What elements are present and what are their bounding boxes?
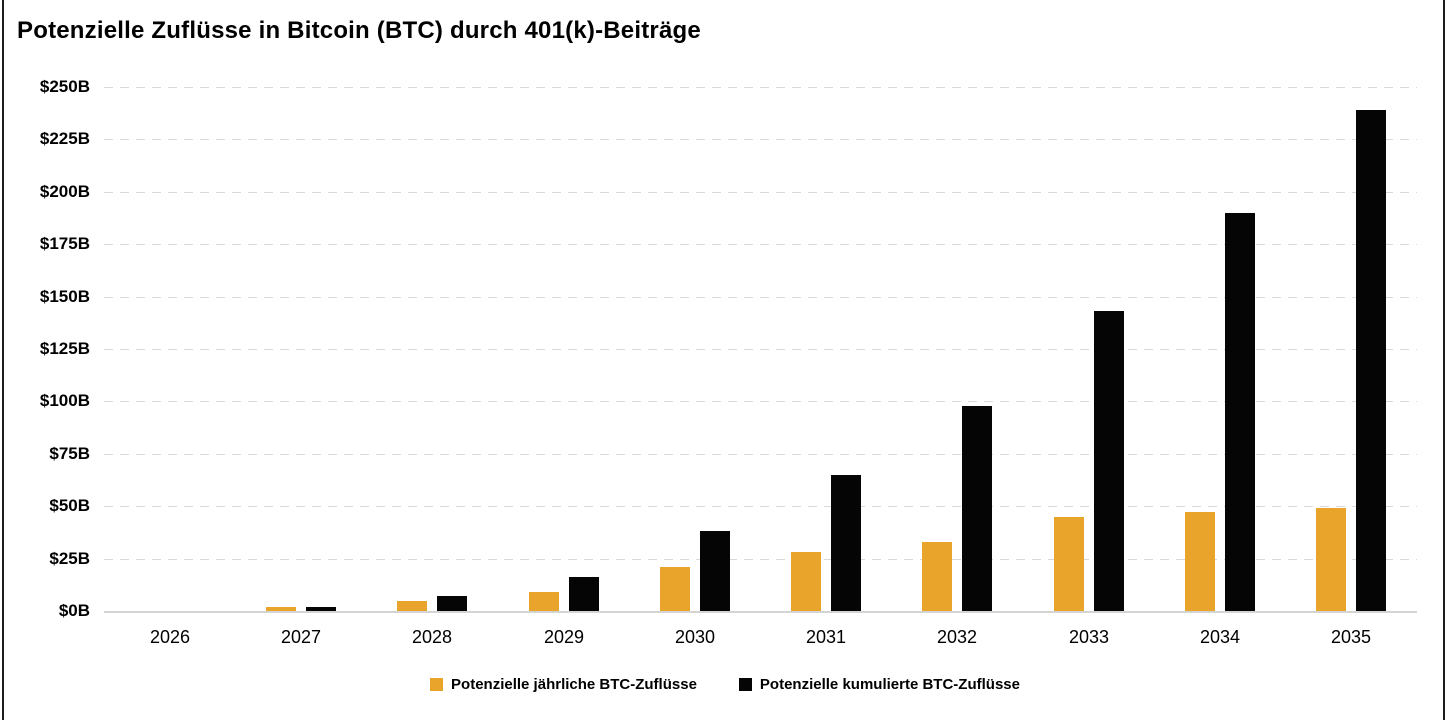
gridline-$125B xyxy=(104,349,1417,350)
legend: Potenzielle jährliche BTC-Zuflüsse Poten… xyxy=(0,676,1450,693)
y-axis-tick-label: $200B xyxy=(39,182,90,201)
x-axis-tick-label: 2030 xyxy=(674,627,716,647)
bar-annual-2028 xyxy=(397,601,427,611)
right-frame-border xyxy=(1443,0,1445,720)
gridline-$225B xyxy=(104,139,1417,140)
bar-cumulative-2033 xyxy=(1094,311,1124,611)
y-axis-tick-label: $100B xyxy=(39,391,90,410)
gridline-$250B xyxy=(104,87,1417,88)
bar-cumulative-2027 xyxy=(306,607,336,611)
bar-cumulative-2030 xyxy=(700,531,730,611)
x-axis-tick-label: 2029 xyxy=(543,627,585,647)
bar-annual-2033 xyxy=(1054,517,1084,611)
y-axis-tick-label: $250B xyxy=(39,77,90,96)
bar-cumulative-2034 xyxy=(1225,213,1255,611)
legend-item-annual: Potenzielle jährliche BTC-Zuflüsse xyxy=(430,676,697,693)
bar-cumulative-2035 xyxy=(1356,110,1386,611)
bar-cumulative-2031 xyxy=(831,475,861,611)
x-axis-tick-label: 2031 xyxy=(805,627,847,647)
y-axis-tick-label: $50B xyxy=(49,496,90,515)
gridline-$75B xyxy=(104,454,1417,455)
x-axis-tick-label: 2034 xyxy=(1199,627,1241,647)
bar-annual-2032 xyxy=(922,542,952,611)
bar-annual-2029 xyxy=(529,592,559,611)
left-frame-border xyxy=(2,0,4,720)
gridline-$25B xyxy=(104,559,1417,560)
gridline-$50B xyxy=(104,506,1417,507)
y-axis-tick-label: $125B xyxy=(39,339,90,358)
y-axis-tick-label: $175B xyxy=(39,234,90,253)
legend-label-annual: Potenzielle jährliche BTC-Zuflüsse xyxy=(451,676,697,693)
bar-annual-2035 xyxy=(1316,508,1346,611)
legend-swatch-annual-icon xyxy=(430,678,444,691)
legend-label-cumulative: Potenzielle kumulierte BTC-Zuflüsse xyxy=(759,676,1020,693)
x-axis-tick-label: 2026 xyxy=(149,627,191,647)
gridline-$100B xyxy=(104,401,1417,402)
y-axis-tick-label: $150B xyxy=(39,287,90,306)
bar-annual-2027 xyxy=(266,607,296,611)
legend-swatch-cumulative-icon xyxy=(738,678,752,691)
y-axis-tick-label: $25B xyxy=(49,549,90,568)
gridline-$150B xyxy=(104,297,1417,298)
x-axis-tick-label: 2032 xyxy=(936,627,978,647)
bar-cumulative-2029 xyxy=(569,577,599,611)
chart-title: Potenzielle Zuflüsse in Bitcoin (BTC) du… xyxy=(17,17,701,44)
bar-annual-2031 xyxy=(791,552,821,611)
gridline-$175B xyxy=(104,244,1417,245)
x-axis-tick-label: 2027 xyxy=(280,627,322,647)
legend-item-cumulative: Potenzielle kumulierte BTC-Zuflüsse xyxy=(738,676,1020,693)
y-axis-tick-label: $225B xyxy=(39,129,90,148)
x-axis-tick-label: 2035 xyxy=(1330,627,1372,647)
x-axis-tick-label: 2028 xyxy=(411,627,453,647)
gridline-$200B xyxy=(104,192,1417,193)
bar-cumulative-2032 xyxy=(962,406,992,611)
bar-cumulative-2028 xyxy=(437,596,467,611)
y-axis-tick-label: $75B xyxy=(49,444,90,463)
x-axis-tick-label: 2033 xyxy=(1068,627,1110,647)
y-axis-tick-label: $0B xyxy=(58,601,90,620)
bar-annual-2034 xyxy=(1185,512,1215,611)
x-axis-line xyxy=(104,611,1417,613)
bar-annual-2030 xyxy=(660,567,690,611)
